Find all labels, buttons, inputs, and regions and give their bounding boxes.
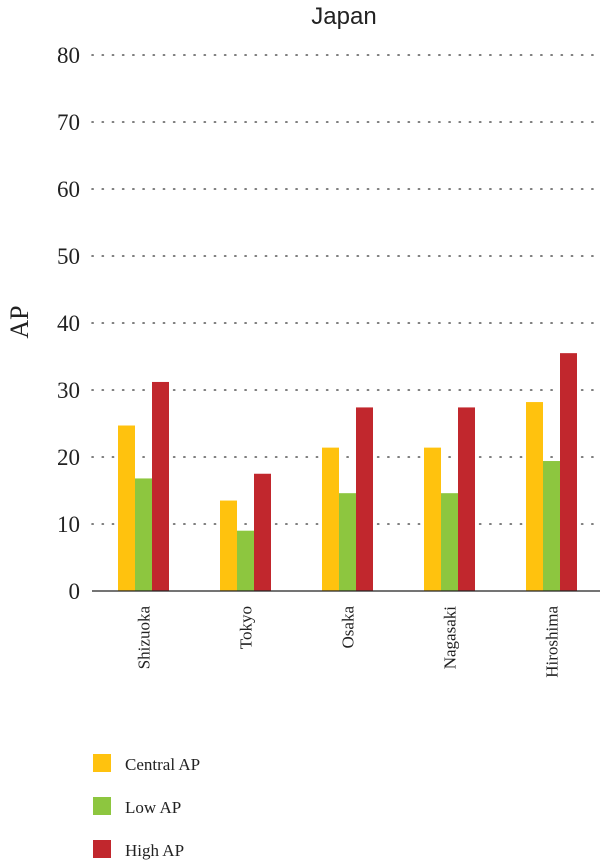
y-tick-label: 80 (57, 43, 80, 68)
bar-central-ap-tokyo (220, 500, 237, 591)
legend-swatch (93, 754, 111, 772)
bar-low-ap-hiroshima (543, 461, 560, 591)
y-tick-label: 30 (57, 378, 80, 403)
x-axis-ticks: Shizuoka Tokyo Osaka Nagasaki Hiroshima (135, 606, 562, 678)
x-tick-label: Nagasaki (441, 606, 460, 670)
y-tick-label: 20 (57, 445, 80, 470)
x-tick-label: Osaka (339, 606, 358, 649)
legend-label: Central AP (125, 755, 200, 774)
x-tick-label: Tokyo (237, 606, 256, 649)
bar-central-ap-osaka (322, 447, 339, 591)
chart-title: Japan (311, 3, 376, 30)
y-tick-label: 50 (57, 244, 80, 269)
bar-high-ap-nagasaki (458, 407, 475, 591)
bar-high-ap-shizuoka (152, 381, 169, 591)
bar-central-ap-shizuoka (118, 425, 135, 591)
bar-high-ap-tokyo (254, 473, 271, 591)
bar-high-ap-hiroshima (560, 353, 577, 591)
bar-low-ap-tokyo (237, 530, 254, 591)
bar-central-ap-nagasaki (424, 447, 441, 591)
legend: Central AP Low AP High AP (93, 754, 200, 860)
bars (118, 353, 577, 591)
legend-swatch (93, 840, 111, 858)
bar-low-ap-shizuoka (135, 478, 152, 591)
y-tick-label: 70 (57, 110, 80, 135)
bar-low-ap-nagasaki (441, 493, 458, 591)
y-tick-label: 60 (57, 177, 80, 202)
y-axis-ticks: 0 10 20 30 40 50 60 70 80 (57, 43, 80, 604)
bar-central-ap-hiroshima (526, 402, 543, 591)
y-axis-label: AP (5, 305, 34, 338)
bar-high-ap-osaka (356, 407, 373, 591)
legend-label: High AP (125, 841, 184, 860)
y-tick-label: 10 (57, 512, 80, 537)
x-tick-label: Shizuoka (135, 606, 154, 670)
x-tick-label: Hiroshima (543, 606, 562, 678)
y-tick-label: 40 (57, 311, 80, 336)
legend-swatch (93, 797, 111, 815)
bar-low-ap-osaka (339, 493, 356, 591)
y-tick-label: 0 (69, 579, 81, 604)
legend-label: Low AP (125, 798, 181, 817)
